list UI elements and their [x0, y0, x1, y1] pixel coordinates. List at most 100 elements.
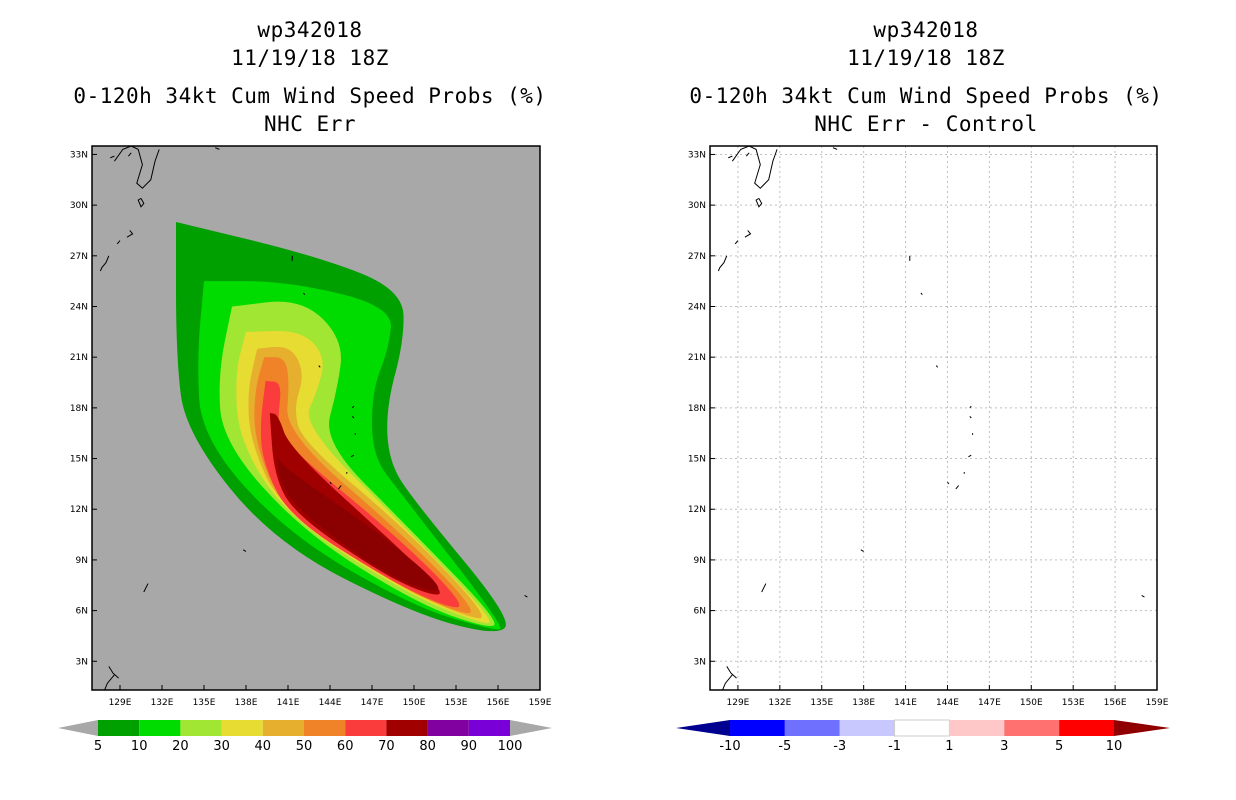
x-tick-label: 159E	[529, 698, 552, 708]
right-colorbar: -10 -5 -3 -1 1 3 5 10	[676, 719, 1170, 754]
plot-frame	[91, 145, 541, 691]
coastline	[303, 292, 306, 295]
colorbar-swatch	[894, 719, 950, 737]
colorbar-label: 1	[945, 739, 953, 754]
colorbar-swatch	[427, 720, 469, 736]
coastline	[722, 674, 733, 690]
coastline	[761, 583, 767, 593]
coastline	[935, 365, 939, 368]
x-tick-label: 141E	[277, 698, 300, 708]
y-tick-label: 24N	[688, 302, 706, 312]
left-product-title: 0-120h 34kt Cum Wind Speed Probs (%)	[73, 84, 547, 108]
coastline	[727, 155, 733, 159]
coastline	[734, 240, 739, 245]
y-tick-label: 18N	[688, 404, 706, 414]
y-tick-label: 9N	[694, 556, 706, 566]
plot-area	[99, 146, 528, 690]
coastline	[110, 155, 115, 159]
left-map-panel: 129E 132E 135E 138E 141E 144E 147E 150E 153E 156E…	[70, 145, 552, 708]
prob-contour-90	[278, 458, 439, 591]
x-tick-label: 135E	[193, 698, 216, 708]
x-tick-label: 150E	[1020, 698, 1043, 708]
right-subtitle: NHC Err - Control	[814, 112, 1038, 136]
colorbar-label: 5	[1055, 739, 1063, 754]
y-tick-label: 21N	[688, 353, 706, 363]
coastline	[242, 549, 247, 552]
coastline	[969, 405, 972, 409]
colorbar-label: -5	[778, 739, 791, 754]
coastline	[329, 481, 332, 485]
x-tick-label: 129E	[727, 698, 750, 708]
colorbar-swatch	[730, 720, 785, 736]
x-tick-label: 156E	[487, 698, 510, 708]
colorbar-label: 10	[1106, 739, 1123, 754]
colorbar-label: 100	[498, 739, 523, 754]
colorbar-arrow-high	[1114, 720, 1170, 736]
colorbar-swatch	[1004, 720, 1060, 736]
coastline	[116, 240, 121, 245]
coastline	[920, 292, 923, 295]
left-chart-title: wp342018 11/19/18 18Z 0-120h 34kt Cum Wi…	[30, 16, 590, 138]
coastline	[968, 454, 972, 458]
y-tick-label: 6N	[694, 607, 706, 617]
colorbar-swatch	[304, 720, 346, 736]
coastline	[108, 666, 119, 679]
colorbar-swatch	[98, 720, 140, 736]
left-subtitle: NHC Err	[263, 112, 356, 136]
coastline	[128, 152, 132, 157]
colorbar-label: 50	[296, 739, 313, 754]
x-tick-label: 129E	[109, 698, 132, 708]
right-storm-id: wp342018	[873, 18, 979, 42]
coastline	[745, 152, 750, 157]
x-tick-label: 135E	[810, 698, 833, 708]
y-tick-label: 12N	[688, 505, 706, 515]
colorbar-swatch	[262, 720, 304, 736]
colorbar-label: 60	[337, 739, 354, 754]
left-datetime: 11/19/18 18Z	[231, 46, 389, 70]
y-tick-label: 30N	[688, 201, 706, 211]
coastline	[104, 674, 115, 690]
colorbar-label: 3	[1000, 739, 1008, 754]
colorbar-label: 40	[255, 739, 272, 754]
y-tick-label: 3N	[76, 657, 88, 667]
x-tick-label: 159E	[1146, 698, 1169, 708]
y-tick-label: 9N	[76, 556, 88, 566]
x-tick-label: 153E	[1062, 698, 1085, 708]
colorbar-label: -1	[888, 739, 901, 754]
colorbar-label: 80	[419, 739, 436, 754]
colorbar-swatch	[221, 720, 263, 736]
colorbar-swatch	[180, 720, 222, 736]
coastline	[717, 255, 728, 272]
colorbar-label: 30	[213, 739, 230, 754]
right-map-panel: 129E 132E 135E 138E 141E 144E 147E 150E 153E 156E…	[688, 145, 1169, 708]
right-datetime: 11/19/18 18Z	[847, 46, 1005, 70]
y-tick-label: 27N	[70, 252, 88, 262]
y-tick-label: 3N	[694, 657, 706, 667]
coastline	[860, 549, 864, 552]
colorbar-label: 70	[378, 739, 395, 754]
y-tick-label: 30N	[70, 201, 88, 211]
x-tick-label: 147E	[361, 698, 384, 708]
prob-contour-40	[248, 346, 482, 619]
coastline	[947, 481, 950, 485]
x-tick-label: 132E	[151, 698, 174, 708]
right-chart-title: wp342018 11/19/18 18Z 0-120h 34kt Cum Wi…	[646, 16, 1206, 138]
y-tick-label: 6N	[76, 607, 88, 617]
colorbar-swatch	[839, 720, 895, 736]
colorbar-arrow-high	[510, 720, 552, 736]
y-tick-label: 21N	[70, 353, 88, 363]
y-tick-label: 33N	[688, 150, 706, 160]
coastline	[1141, 594, 1145, 598]
x-tick-label: 138E	[852, 698, 875, 708]
colorbar-swatch	[386, 720, 428, 736]
colorbar-arrow-low	[676, 720, 730, 736]
coastline	[726, 666, 737, 679]
coastline	[755, 197, 763, 208]
y-tick-label: 12N	[70, 505, 88, 515]
x-tick-label: 147E	[978, 698, 1001, 708]
y-tick-label: 27N	[688, 252, 706, 262]
colorbar-label: -10	[719, 739, 740, 754]
coastline	[832, 147, 838, 150]
coastline	[524, 594, 528, 598]
